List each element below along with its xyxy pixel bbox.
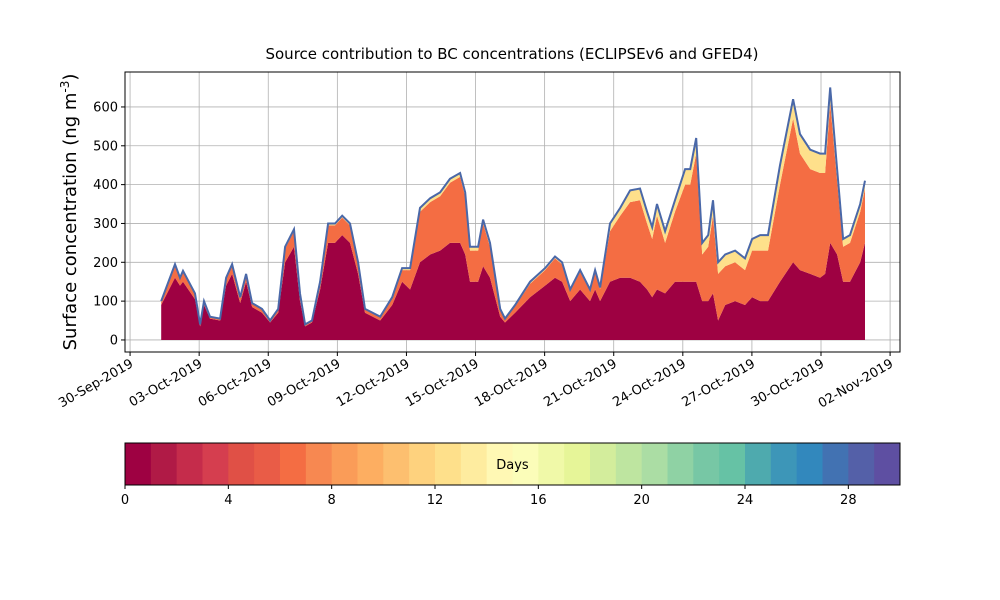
colorbar-swatch bbox=[512, 443, 539, 485]
colorbar-swatch bbox=[305, 443, 333, 485]
total-edge bbox=[160, 87, 866, 326]
x-tick-label: 30-Sep-2019 bbox=[56, 356, 136, 411]
x-tick-label: 12-Oct-2019 bbox=[334, 356, 412, 410]
plot-frame bbox=[124, 71, 901, 353]
colorbar-swatch bbox=[874, 443, 901, 485]
colorbar-swatch bbox=[357, 443, 384, 485]
colorbar-swatch bbox=[848, 443, 875, 485]
colorbar-swatch bbox=[822, 443, 849, 485]
colorbar-swatch bbox=[202, 443, 229, 485]
colorbar-swatch bbox=[486, 443, 513, 485]
colorbar-swatch bbox=[254, 443, 281, 485]
colorbar-swatch bbox=[641, 443, 668, 485]
y-tick-label: 0 bbox=[110, 333, 118, 348]
colorbar-tick-label: 12 bbox=[427, 493, 444, 508]
colorbar-tick-label: 20 bbox=[633, 493, 650, 508]
colorbar-tick-label: 8 bbox=[328, 493, 336, 508]
y-tick-label: 100 bbox=[93, 295, 118, 310]
colorbar-swatch bbox=[409, 443, 436, 485]
colorbar-tick-label: 0 bbox=[121, 493, 129, 508]
colorbar-tick-label: 28 bbox=[840, 493, 857, 508]
colorbar-frame bbox=[124, 442, 901, 486]
colorbar-swatch bbox=[590, 443, 617, 485]
area-layer bbox=[161, 103, 865, 327]
colorbar-swatch bbox=[770, 443, 798, 485]
colorbar-tick-label: 4 bbox=[224, 493, 232, 508]
colorbar-label: Days bbox=[496, 458, 529, 473]
area-layer bbox=[161, 235, 865, 340]
colorbar-swatch bbox=[435, 443, 462, 485]
y-tick-label: 600 bbox=[93, 100, 118, 115]
colorbar-swatch bbox=[150, 443, 178, 485]
colorbar-swatch bbox=[176, 443, 203, 485]
colorbar-swatch bbox=[719, 443, 746, 485]
y-tick-label: 400 bbox=[93, 178, 118, 193]
x-tick-label: 30-Oct-2019 bbox=[749, 356, 827, 410]
y-tick-label: 300 bbox=[93, 217, 118, 232]
x-tick-label: 18-Oct-2019 bbox=[472, 356, 550, 410]
x-tick-label: 06-Oct-2019 bbox=[196, 356, 274, 410]
colorbar-swatch bbox=[615, 443, 643, 485]
x-tick-label: 21-Oct-2019 bbox=[541, 356, 619, 410]
chart-title: Source contribution to BC concentrations… bbox=[265, 45, 758, 63]
colorbar-swatch bbox=[745, 443, 772, 485]
x-tick-label: 27-Oct-2019 bbox=[680, 356, 758, 410]
colorbar-swatch bbox=[125, 443, 152, 485]
colorbar-swatch bbox=[460, 443, 488, 485]
x-tick-label: 02-Nov-2019 bbox=[816, 356, 896, 411]
colorbar-swatch bbox=[538, 443, 565, 485]
y-axis-label: Surface concentration (ng m-3) bbox=[58, 74, 81, 351]
colorbar-swatch bbox=[383, 443, 410, 485]
colorbar-tick-label: 24 bbox=[737, 493, 754, 508]
x-tick-label: 15-Oct-2019 bbox=[403, 356, 481, 410]
y-tick-label: 200 bbox=[93, 256, 118, 271]
colorbar-tick-label: 16 bbox=[530, 493, 547, 508]
colorbar-swatch bbox=[280, 443, 307, 485]
x-tick-label: 09-Oct-2019 bbox=[265, 356, 343, 410]
x-tick-label: 03-Oct-2019 bbox=[127, 356, 205, 410]
colorbar-swatch bbox=[796, 443, 823, 485]
colorbar-swatch bbox=[667, 443, 694, 485]
colorbar-swatch bbox=[564, 443, 591, 485]
colorbar-swatch bbox=[228, 443, 255, 485]
colorbar-swatch bbox=[693, 443, 720, 485]
colorbar-swatch bbox=[331, 443, 358, 485]
x-tick-label: 24-Oct-2019 bbox=[610, 356, 688, 410]
y-tick-label: 500 bbox=[93, 139, 118, 154]
